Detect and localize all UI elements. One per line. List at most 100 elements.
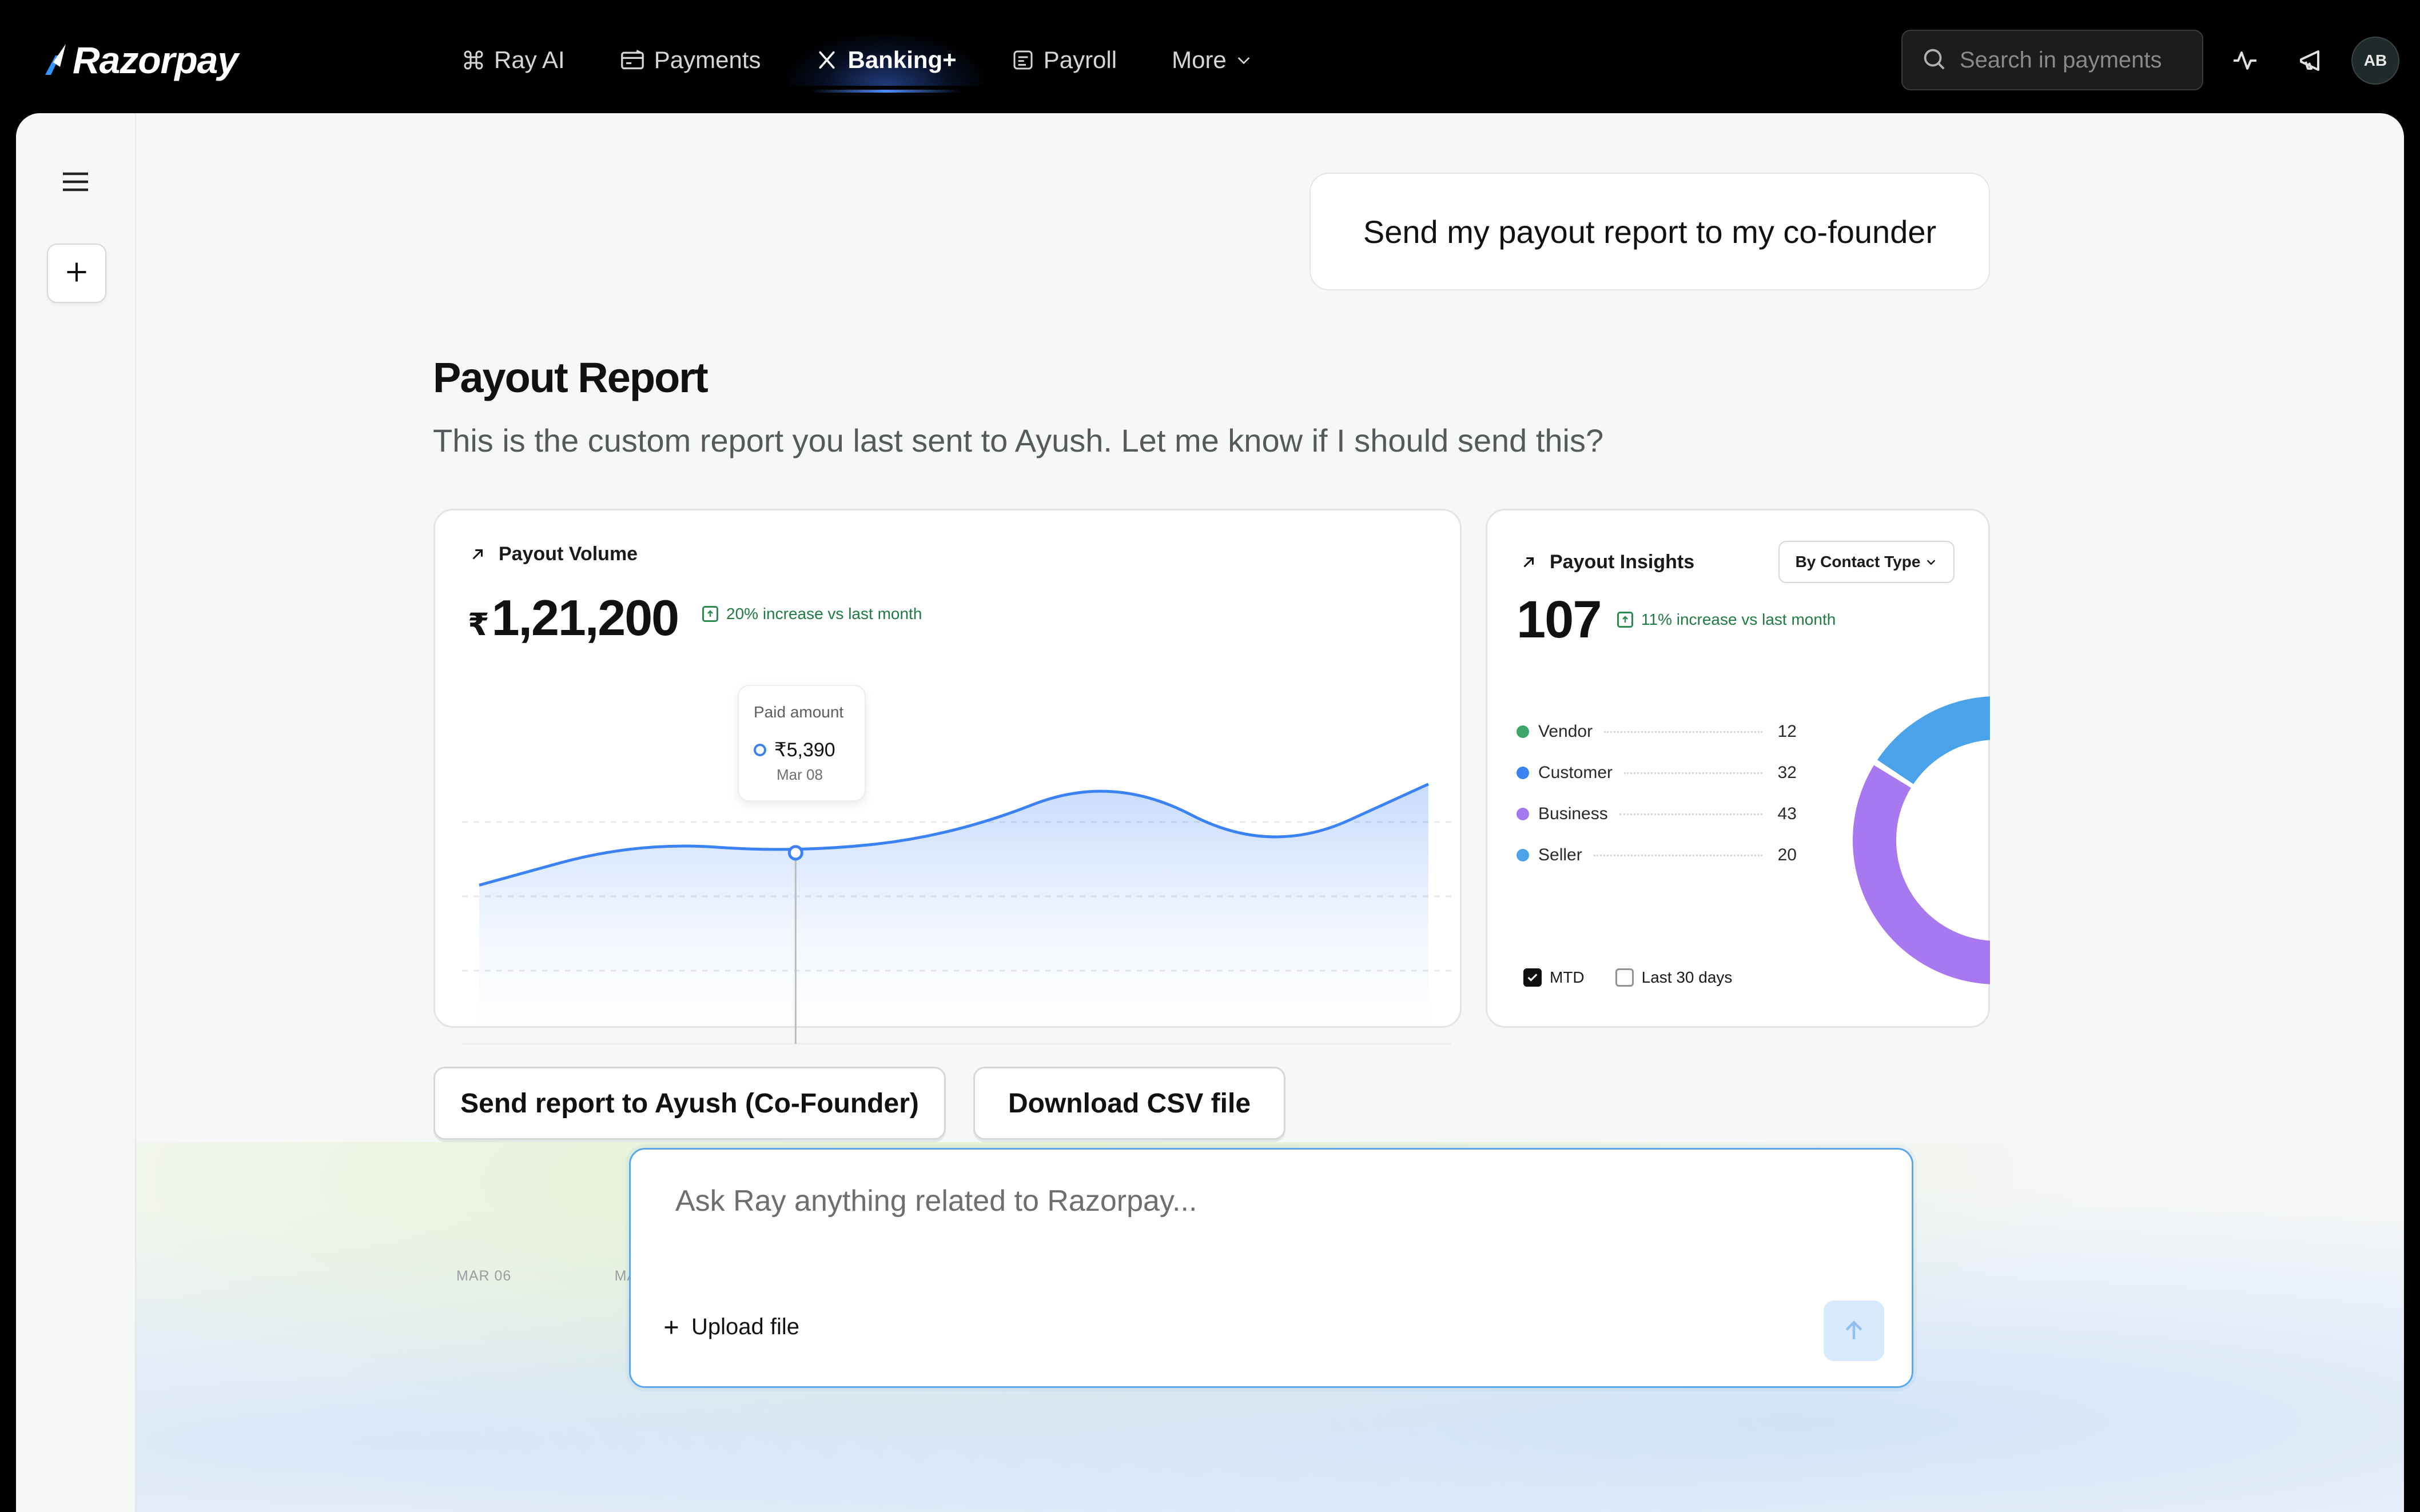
payout-insights-header: Payout Insights: [1520, 551, 1694, 573]
nav-item-label: Payroll: [1043, 46, 1117, 73]
nav-item-payments[interactable]: Payments: [592, 34, 789, 86]
legend-leader: [1619, 813, 1762, 815]
legend-label: Business: [1538, 804, 1608, 823]
user-message-bubble: Send my payout report to my co-founder: [1309, 173, 1990, 290]
payout-volume-amount: ₹ 1,21,200: [468, 589, 680, 647]
arrow-up-icon: [1841, 1318, 1866, 1343]
area-fill: [479, 784, 1428, 1034]
chevron-down-icon: [1925, 556, 1937, 568]
main-nav: Ray AI Payments Banking+: [435, 34, 1280, 93]
tooltip-amount: ₹5,390: [774, 739, 835, 761]
contact-type-dropdown[interactable]: By Contact Type: [1778, 541, 1955, 583]
composer-placeholder: Ask Ray anything related to Razorpay...: [675, 1184, 1197, 1218]
legend-value: 43: [1777, 804, 1797, 823]
tooltip-date: Mar 08: [777, 766, 823, 783]
sidebar: [16, 113, 136, 1512]
legend-value: 12: [1777, 722, 1797, 741]
last-30-days-label: Last 30 days: [1641, 968, 1733, 986]
tooltip-label: Paid amount: [754, 703, 844, 721]
chart-tooltip: Paid amount ₹5,390 Mar 08: [738, 685, 866, 801]
last-30-days-checkbox[interactable]: [1615, 968, 1634, 987]
currency-symbol: ₹: [468, 608, 489, 642]
contact-type-legend: Vendor 12 Customer 32 Business 43 Seller 20: [1517, 711, 1797, 876]
announcement-icon[interactable]: [2295, 45, 2327, 77]
series-marker-icon: [754, 744, 766, 756]
nav-item-more[interactable]: More: [1144, 34, 1280, 86]
legend-dot: [1517, 849, 1529, 861]
legend-dot: [1517, 725, 1529, 738]
donut-slice-seller: [1877, 696, 1990, 784]
app-frame: Send my payout report to my co-founder P…: [16, 113, 2404, 1512]
mtd-checkbox[interactable]: [1523, 968, 1542, 987]
activity-icon[interactable]: [2229, 45, 2261, 77]
legend-leader: [1604, 731, 1762, 733]
search-icon: [1921, 46, 1947, 75]
trend-up-icon: [1617, 612, 1633, 628]
nav-item-banking-plus[interactable]: Banking+: [788, 34, 984, 93]
download-csv-button[interactable]: Download CSV file: [973, 1067, 1285, 1140]
payout-insights-change: 11% increase vs last month: [1617, 611, 1836, 629]
highlight-point: [787, 845, 803, 861]
send-message-button[interactable]: [1824, 1300, 1884, 1361]
chevron-down-icon: [1235, 51, 1253, 69]
legend-dot: [1517, 767, 1529, 779]
legend-value: 32: [1777, 763, 1797, 782]
x-axis-label: MAR 06: [456, 1268, 512, 1284]
legend-leader: [1624, 772, 1762, 774]
nav-item-ray-ai[interactable]: Ray AI: [435, 34, 592, 86]
legend-leader: [1593, 854, 1762, 856]
report-subtitle: This is the custom report you last sent …: [433, 422, 1604, 458]
dropdown-value: By Contact Type: [1795, 553, 1921, 571]
arrow-up-right-icon: [469, 546, 486, 563]
change-text: 11% increase vs last month: [1641, 611, 1836, 628]
search-placeholder: Search in payments: [1960, 47, 2162, 73]
plus-icon: [64, 260, 89, 288]
arrow-up-right-icon: [1520, 554, 1537, 571]
ask-ray-composer[interactable]: Ask Ray anything related to Razorpay... …: [629, 1148, 1913, 1388]
tooltip-value: ₹5,390: [754, 739, 835, 761]
nav-item-label: Ray AI: [494, 46, 565, 73]
nav-item-payroll[interactable]: Payroll: [984, 34, 1144, 86]
search-input[interactable]: Search in payments: [1901, 30, 2203, 90]
avatar[interactable]: AB: [2351, 37, 2399, 85]
legend-label: Customer: [1538, 763, 1613, 782]
command-icon: [462, 49, 485, 71]
top-navigation-bar: Razorpay Ray AI Payments: [0, 0, 2420, 113]
legend-value: 20: [1777, 845, 1797, 864]
donut-slice-business: [1853, 765, 1990, 984]
upload-file-button[interactable]: Upload file: [662, 1314, 799, 1340]
trend-up-icon: [702, 606, 718, 622]
payout-volume-change: 20% increase vs last month: [702, 605, 922, 623]
payout-volume-title: Payout Volume: [499, 543, 638, 565]
wallet-icon: [620, 49, 645, 71]
nav-item-label: Banking+: [847, 46, 957, 73]
hamburger-menu-icon[interactable]: [59, 166, 91, 198]
nav-item-label: More: [1172, 46, 1227, 73]
payout-insights-total: 107: [1517, 591, 1602, 649]
legend-item-seller: Seller 20: [1517, 835, 1797, 876]
legend-item-vendor: Vendor 12: [1517, 711, 1797, 752]
banking-x-icon: [815, 49, 838, 71]
legend-item-business: Business 43: [1517, 793, 1797, 835]
payout-volume-header: Payout Volume: [469, 543, 638, 565]
legend-label: Vendor: [1538, 722, 1593, 741]
new-chat-button[interactable]: [47, 244, 106, 303]
razorpay-logo[interactable]: Razorpay: [43, 39, 238, 81]
change-text: 20% increase vs last month: [726, 605, 922, 623]
legend-item-customer: Customer 32: [1517, 752, 1797, 793]
legend-label: Seller: [1538, 845, 1582, 864]
amount-value: 1,21,200: [491, 589, 680, 646]
razorpay-logo-mark: [45, 44, 66, 75]
send-report-button[interactable]: Send report to Ayush (Co-Founder): [433, 1067, 946, 1140]
contact-type-donut-chart: [1853, 696, 1990, 984]
brand-name: Razorpay: [73, 39, 238, 81]
plus-icon: [662, 1318, 681, 1337]
nav-item-label: Payments: [654, 46, 761, 73]
legend-dot: [1517, 808, 1529, 820]
series-line: [479, 783, 1430, 887]
payout-insights-title: Payout Insights: [1550, 551, 1695, 573]
upload-file-label: Upload file: [691, 1314, 800, 1339]
payout-volume-area-chart: [462, 783, 1451, 1045]
mtd-label: MTD: [1550, 968, 1585, 986]
period-toggles: MTD Last 30 days: [1523, 968, 1732, 987]
